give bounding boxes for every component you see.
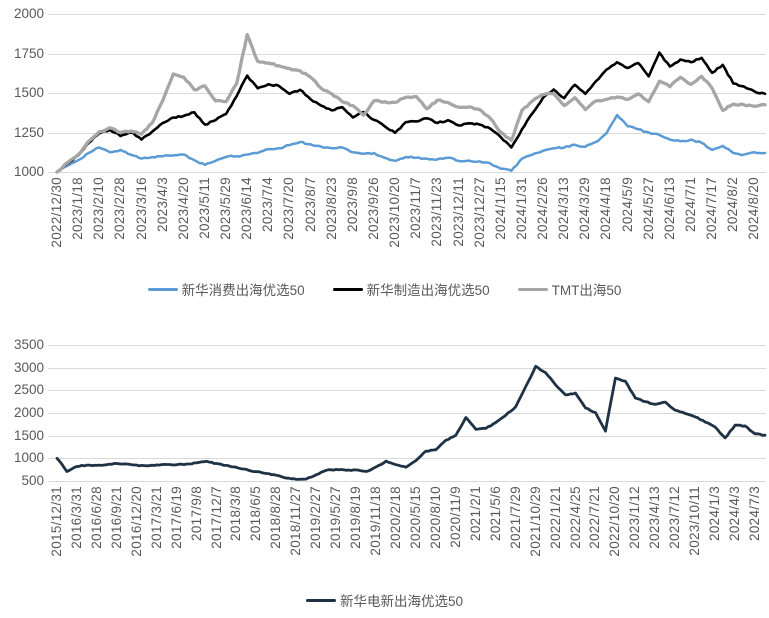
x-axis-tick-label: 2019/5/27 [328, 486, 344, 549]
x-axis-tick-label: 2019/11/18 [368, 486, 384, 556]
x-axis-tick-label: 2023/7/12 [667, 486, 683, 549]
x-axis-tick-label: 2024/1/3 [707, 486, 723, 541]
chart-legend: 新华电新出海优选50 [0, 590, 769, 610]
x-axis-tick-label: 2022/10/20 [607, 486, 623, 557]
y-axis-tick-label: 500 [21, 473, 44, 488]
y-axis-tick-label: 1250 [13, 124, 44, 140]
legend-label: 新华消费出海优选50 [181, 283, 305, 298]
legend-label: TMT出海50 [551, 283, 622, 298]
chart-legend: 新华消费出海优选50 新华制造出海优选50 TMT出海50 [0, 279, 769, 299]
x-axis-tick-label: 2022/7/21 [587, 486, 603, 549]
y-axis-tick-label: 2000 [13, 6, 44, 21]
x-axis-tick-label: 2022/4/25 [567, 486, 583, 549]
legend-item: TMT出海50 [517, 279, 622, 299]
x-axis-tick-label: 2023/10/11 [687, 486, 703, 556]
x-axis-tick-label: 2020/2/18 [388, 486, 404, 549]
legend-line-swatch [332, 287, 363, 291]
x-axis-tick-label: 2018/8/28 [268, 486, 284, 549]
y-axis-tick-label: 3000 [13, 359, 44, 375]
x-axis-tick-label: 2016/12/20 [128, 486, 144, 557]
series-line [55, 32, 767, 174]
x-axis-tick-label: 2017/12/7 [208, 486, 224, 549]
series-line [55, 113, 767, 174]
legend-label: 新华制造出海优选50 [366, 283, 490, 298]
y-axis-tick-label: 2500 [13, 382, 44, 398]
x-axis-tick-label: 2020/5/15 [407, 486, 423, 549]
x-axis-tick-label: 2021/2/1 [467, 486, 483, 541]
legend-line-swatch [517, 287, 548, 291]
y-axis-tick-label: 1000 [13, 450, 44, 466]
x-axis-tick-label: 2017/3/21 [148, 486, 164, 549]
series-line [55, 51, 767, 174]
legend-item: 新华消费出海优选50 [147, 279, 305, 299]
x-axis-tick-label: 2018/11/27 [288, 486, 304, 556]
x-axis-tick-label: 2016/9/21 [108, 486, 124, 549]
legend-item: 新华电新出海优选50 [305, 590, 464, 610]
x-axis-tick-label: 2021/7/29 [507, 486, 523, 549]
x-axis-tick-label: 2016/6/28 [88, 486, 104, 549]
y-axis-tick-label: 2000 [13, 405, 44, 420]
x-axis-tick-label: 2019/2/27 [308, 486, 324, 549]
legend-item: 新华制造出海优选50 [332, 279, 490, 299]
y-axis-tick-label: 1000 [13, 164, 44, 179]
x-axis-tick-label: 2023/1/12 [627, 486, 643, 549]
legend-line-swatch [305, 598, 336, 602]
x-axis-tick-label: 2024/4/3 [727, 486, 743, 541]
y-axis-tick-label: 3500 [13, 337, 44, 352]
y-axis-tick-label: 1500 [13, 427, 44, 443]
x-axis-tick-label: 2019/8/19 [348, 486, 364, 549]
x-axis-tick-label: 2021/10/29 [527, 486, 543, 557]
x-axis-tick-label: 2023/4/13 [647, 486, 663, 549]
x-axis-tick-label: 2017/9/8 [188, 486, 204, 541]
x-axis-tick-label: 2017/6/19 [168, 486, 184, 549]
x-axis-tick-label: 2018/3/8 [228, 486, 244, 541]
legend-label: 新华电新出海优选50 [339, 594, 464, 609]
legend-line-swatch [147, 287, 178, 291]
x-axis-tick-label: 2022/1/21 [547, 486, 563, 549]
y-axis-tick-label: 1750 [13, 45, 44, 61]
x-axis-tick-label: 2020/8/10 [427, 486, 443, 549]
x-axis-tick-label: 2021/5/6 [487, 486, 503, 541]
x-axis-tick-label: 2018/6/5 [248, 486, 264, 541]
series-line [55, 364, 767, 481]
x-axis-tick-label: 2016/3/31 [68, 486, 84, 549]
x-axis-tick-label: 2015/12/31 [49, 486, 64, 557]
y-axis-tick-label: 1500 [13, 85, 44, 100]
x-axis-tick-label: 2020/11/9 [447, 486, 463, 548]
x-axis-tick-label: 2024/7/3 [747, 486, 763, 541]
